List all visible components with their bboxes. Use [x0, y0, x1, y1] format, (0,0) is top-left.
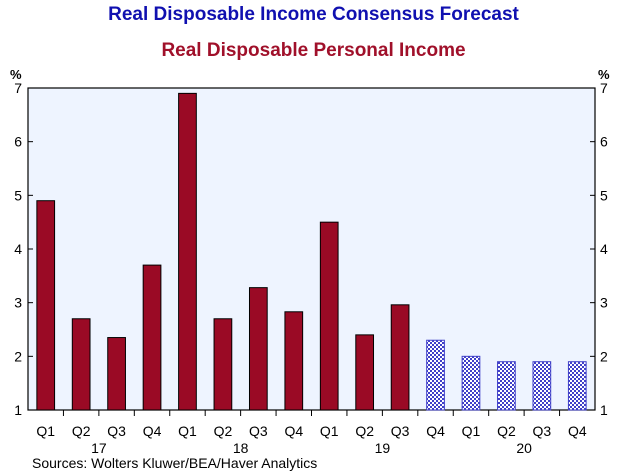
bar — [213, 318, 233, 411]
bar — [355, 334, 375, 411]
bar — [284, 311, 304, 411]
forecast-bar — [426, 339, 445, 411]
x-tick-label: Q1 — [36, 423, 55, 439]
y-tick-label-right: 7 — [600, 80, 608, 96]
bar — [142, 264, 162, 411]
y-tick-label-left: 7 — [14, 80, 22, 96]
bar — [319, 221, 339, 411]
y-tick-label-left: 5 — [14, 187, 22, 203]
y-tick-label-right: 3 — [600, 295, 608, 311]
source-note: Sources: Wolters Kluwer/BEA/Haver Analyt… — [32, 455, 318, 471]
forecast-bar — [497, 361, 516, 411]
y-tick-label-right: 1 — [600, 402, 608, 418]
year-label: 18 — [233, 440, 249, 456]
bar — [390, 304, 410, 411]
year-label: 20 — [516, 440, 532, 456]
bar — [107, 337, 126, 411]
x-tick-label: Q3 — [249, 423, 268, 439]
y-tick-label-left: 2 — [14, 348, 22, 364]
y-tick-label-right: 2 — [600, 348, 608, 364]
y-tick-label-left: 3 — [14, 295, 22, 311]
x-tick-label: Q3 — [533, 423, 552, 439]
bar — [178, 92, 197, 411]
x-tick-label: Q1 — [462, 423, 481, 439]
x-tick-label: Q4 — [426, 423, 445, 439]
year-label: 17 — [91, 440, 107, 456]
y-axis-label-left: % — [10, 67, 22, 82]
bar — [71, 318, 91, 411]
x-tick-label: Q1 — [320, 423, 339, 439]
year-label: 19 — [375, 440, 391, 456]
y-tick-label-left: 4 — [14, 241, 22, 257]
bar — [248, 287, 268, 411]
x-tick-label: Q3 — [107, 423, 126, 439]
y-tick-label-right: 4 — [600, 241, 608, 257]
chart-title: Real Disposable Income Consensus Forecas… — [108, 4, 519, 25]
x-tick-label: Q2 — [214, 423, 233, 439]
forecast-bar — [461, 355, 481, 411]
y-tick-label-left: 6 — [14, 134, 22, 150]
bar — [36, 200, 56, 411]
x-tick-label: Q1 — [178, 423, 197, 439]
forecast-bar — [567, 361, 587, 411]
y-tick-label-right: 5 — [600, 187, 608, 203]
x-tick-label: Q2 — [497, 423, 516, 439]
x-tick-label: Q2 — [355, 423, 374, 439]
y-tick-label-left: 1 — [14, 402, 22, 418]
y-tick-label-right: 6 — [600, 134, 608, 150]
x-tick-label: Q4 — [284, 423, 303, 439]
y-axis-label-right: % — [598, 67, 610, 82]
chart-subtitle: Real Disposable Personal Income — [161, 40, 466, 61]
x-tick-label: Q3 — [391, 423, 410, 439]
x-tick-label: Q2 — [72, 423, 91, 439]
x-tick-label: Q4 — [143, 423, 162, 439]
x-tick-label: Q4 — [568, 423, 587, 439]
forecast-bar — [532, 361, 552, 411]
